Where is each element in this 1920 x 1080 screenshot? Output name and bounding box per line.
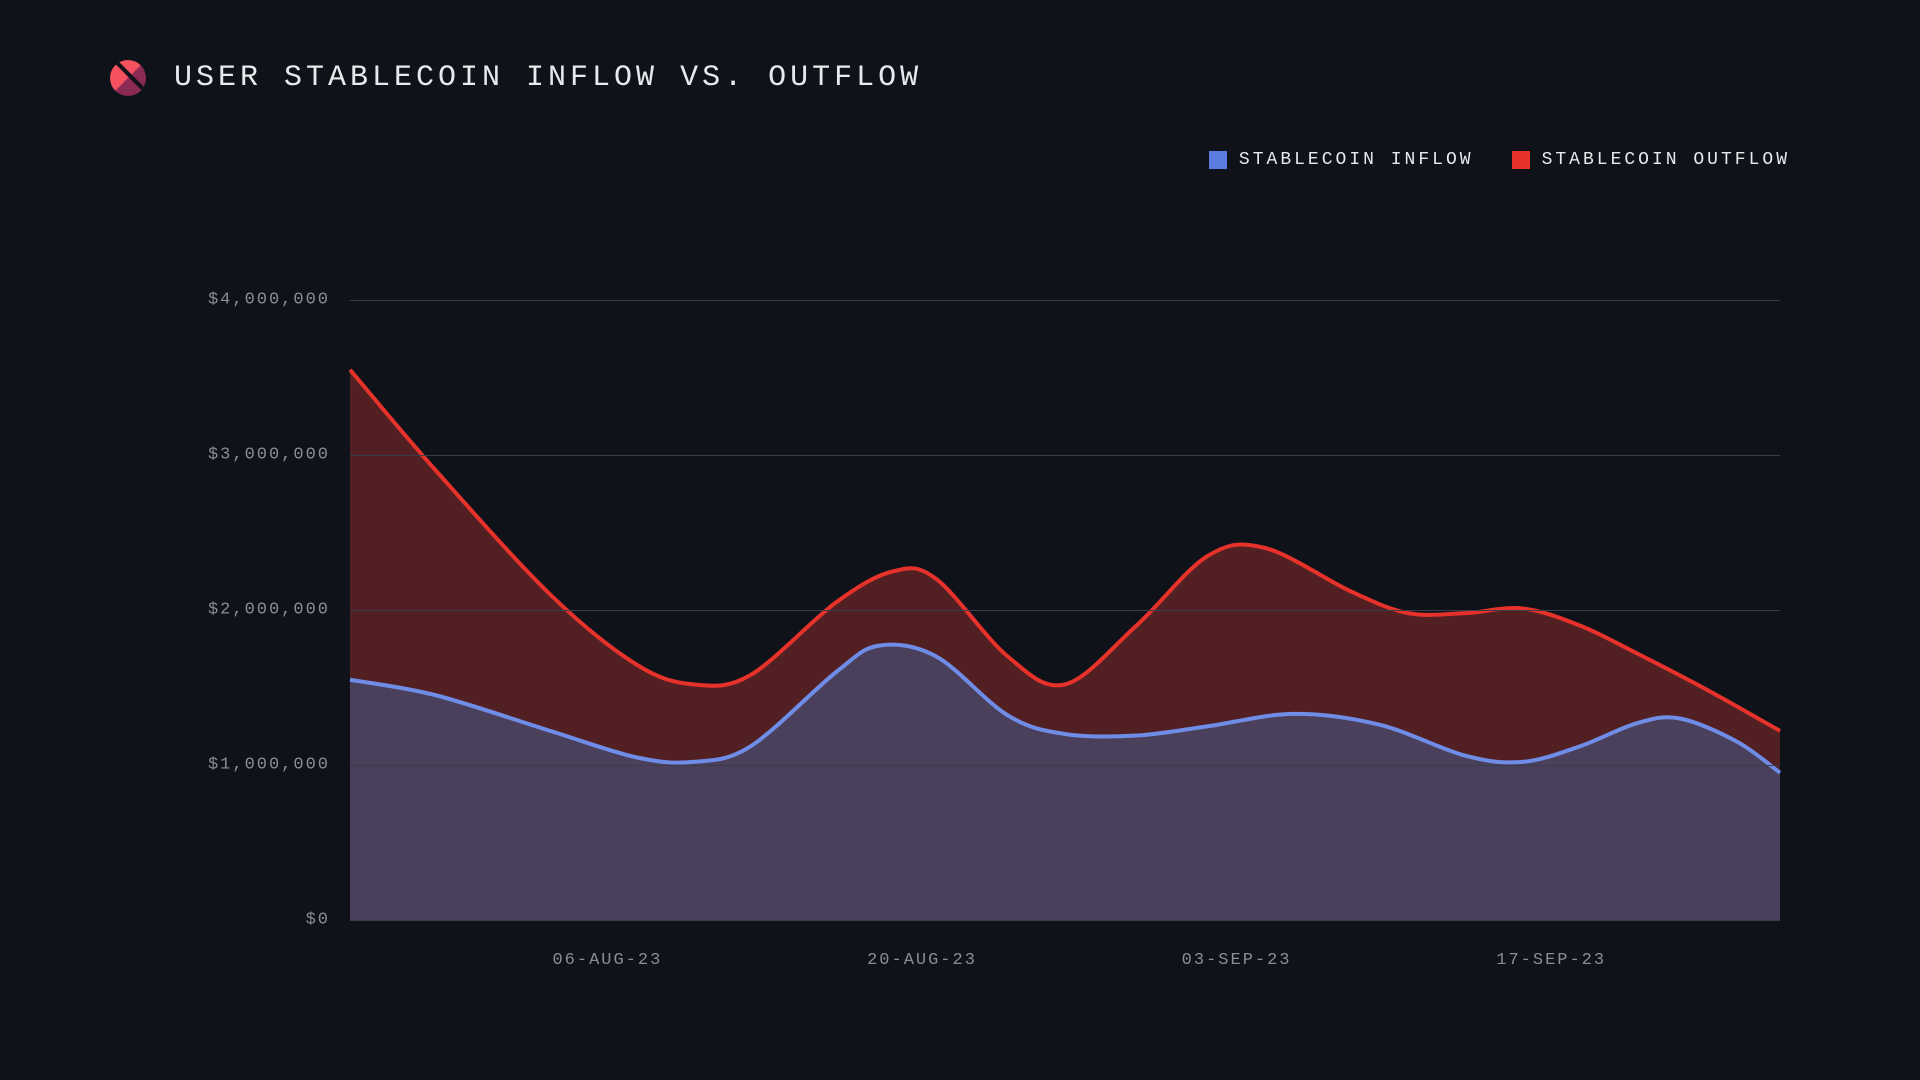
grid-line <box>350 455 1780 456</box>
grid-line <box>350 765 1780 766</box>
x-axis-tick: 03-SEP-23 <box>1182 951 1292 970</box>
x-axis-tick: 17-SEP-23 <box>1496 951 1606 970</box>
legend-label-inflow: STABLECOIN INFLOW <box>1239 150 1474 170</box>
y-axis-tick: $0 <box>180 911 330 930</box>
x-axis-tick: 06-AUG-23 <box>552 951 662 970</box>
legend-label-outflow: STABLECOIN OUTFLOW <box>1542 150 1790 170</box>
grid-line <box>350 920 1780 921</box>
y-axis-tick: $3,000,000 <box>180 446 330 465</box>
chart-legend: STABLECOIN INFLOW STABLECOIN OUTFLOW <box>1209 150 1790 170</box>
grid-line <box>350 610 1780 611</box>
y-axis-tick: $2,000,000 <box>180 601 330 620</box>
legend-item-outflow: STABLECOIN OUTFLOW <box>1512 150 1790 170</box>
chart-container: USER STABLECOIN INFLOW VS. OUTFLOW STABL… <box>0 0 1920 1080</box>
y-axis-tick: $1,000,000 <box>180 756 330 775</box>
chart-title: USER STABLECOIN INFLOW VS. OUTFLOW <box>174 61 922 95</box>
legend-swatch-inflow <box>1209 151 1227 169</box>
y-axis-tick: $4,000,000 <box>180 291 330 310</box>
legend-swatch-outflow <box>1512 151 1530 169</box>
chart-header: USER STABLECOIN INFLOW VS. OUTFLOW <box>110 60 922 96</box>
chart-area: $0$1,000,000$2,000,000$3,000,000$4,000,0… <box>180 300 1780 920</box>
x-axis-tick: 20-AUG-23 <box>867 951 977 970</box>
legend-item-inflow: STABLECOIN INFLOW <box>1209 150 1474 170</box>
grid-line <box>350 300 1780 301</box>
brand-logo-icon <box>110 60 146 96</box>
